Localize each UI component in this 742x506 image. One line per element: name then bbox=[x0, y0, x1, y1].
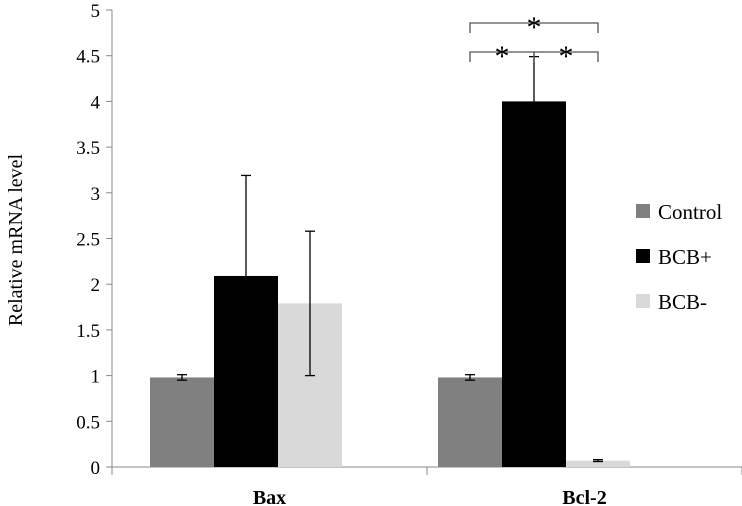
legend-label: BCB- bbox=[658, 290, 707, 314]
y-tick-label: 2 bbox=[91, 275, 101, 296]
y-tick-label: 0 bbox=[91, 458, 101, 479]
y-tick-label: 0.5 bbox=[76, 412, 100, 433]
category-labels: Bax Bcl-2 bbox=[253, 487, 607, 506]
category-label-bax: Bax bbox=[253, 487, 286, 506]
y-tick-label: 1 bbox=[91, 367, 101, 388]
y-tick-label: 3.5 bbox=[76, 138, 100, 159]
y-tick-label: 2.5 bbox=[76, 230, 100, 251]
legend: Control BCB+ BCB- bbox=[636, 200, 722, 314]
category-label-bcl-2: Bcl-2 bbox=[562, 487, 606, 506]
y-tick-label: 4 bbox=[91, 92, 101, 113]
legend-swatch-bcb bbox=[636, 294, 650, 308]
bar-bcl-2-control bbox=[438, 377, 502, 467]
legend-swatch-bcb bbox=[636, 249, 650, 263]
y-tick-label: 3 bbox=[91, 184, 101, 205]
significance-star: * bbox=[495, 40, 510, 73]
y-tick-label: 1.5 bbox=[76, 321, 100, 342]
significance-brackets: * * * bbox=[469, 11, 599, 73]
bar-bcl-2-bcb bbox=[502, 101, 566, 468]
y-axis-label: Relative mRNA level bbox=[5, 153, 27, 326]
bars bbox=[150, 101, 630, 468]
bar-bcl-2-bcb bbox=[566, 460, 630, 467]
legend-label: BCB+ bbox=[658, 245, 712, 269]
significance-star: * bbox=[559, 40, 574, 73]
legend-swatch-control bbox=[636, 204, 650, 218]
bar-bax-control bbox=[150, 377, 214, 467]
y-ticks: 0 0.5 1 1.5 2 2.5 3 3.5 4 4.5 5 bbox=[76, 1, 112, 479]
error-bars bbox=[177, 55, 603, 463]
significance-star: * bbox=[527, 11, 542, 44]
significance-bracket bbox=[533, 51, 599, 62]
y-tick-label: 5 bbox=[91, 1, 101, 22]
significance-bracket bbox=[469, 22, 599, 33]
y-tick-label: 4.5 bbox=[76, 47, 100, 68]
legend-label: Control bbox=[658, 200, 722, 224]
